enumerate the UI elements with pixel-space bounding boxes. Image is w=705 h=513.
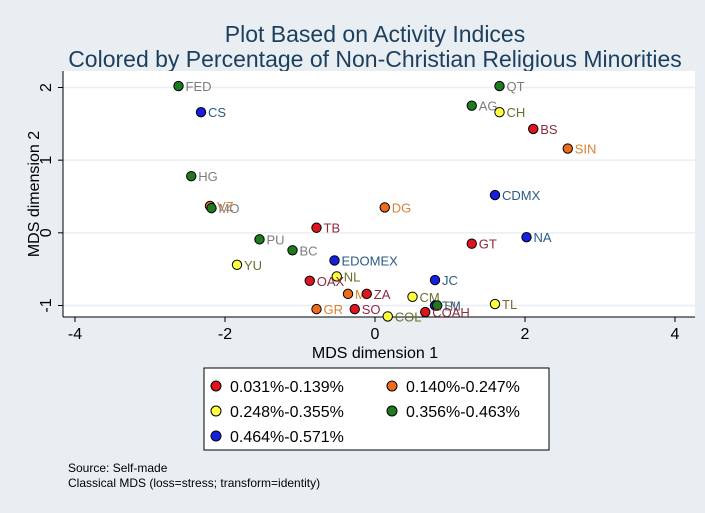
data-point-so bbox=[349, 303, 360, 315]
data-point-mo bbox=[206, 202, 217, 214]
gridlines bbox=[63, 86, 695, 307]
point-label-jc: JC bbox=[442, 273, 458, 288]
point-label-tl: TL bbox=[502, 297, 517, 312]
data-point-edomex bbox=[329, 255, 340, 266]
chart-title-line-2: Colored by Percentage of Non-Christian R… bbox=[68, 46, 682, 72]
data-point-dg bbox=[379, 202, 390, 213]
data-point-coah bbox=[420, 306, 431, 318]
data-point-gr bbox=[311, 303, 322, 315]
legend-label: 0.356%-0.463% bbox=[406, 404, 520, 421]
point-label-tm: TM bbox=[442, 299, 461, 314]
data-point-ag bbox=[466, 100, 477, 111]
point-label-ag: AG bbox=[479, 99, 498, 114]
chart-title-line-1: Plot Based on Activity Indices bbox=[225, 21, 525, 47]
x-tick-label: -4 bbox=[68, 326, 82, 343]
point-label-gr: GR bbox=[324, 302, 344, 317]
data-point-yu bbox=[231, 259, 243, 271]
data-point-jc bbox=[429, 274, 441, 286]
point-label-oax: OAX bbox=[317, 274, 345, 289]
point-label-qt: QT bbox=[507, 79, 525, 94]
point-label-vz: VZ bbox=[217, 199, 234, 214]
data-point-bc bbox=[287, 245, 298, 256]
data-point-za bbox=[361, 288, 372, 300]
point-label-cdmx: CDMX bbox=[502, 188, 541, 203]
data-point-qt bbox=[494, 80, 505, 92]
y-axis-title: MDS dimension 2 bbox=[26, 131, 43, 257]
point-label-cs: CS bbox=[208, 105, 226, 120]
data-point-tb bbox=[311, 222, 322, 233]
axes: -4 -2 0 2 4 -1 0 1 2 bbox=[38, 71, 695, 343]
point-label-bc: BC bbox=[300, 243, 318, 258]
point-label-hg: HG bbox=[198, 169, 218, 184]
point-label-edomex: EDOMEX bbox=[342, 253, 399, 268]
data-point-cm bbox=[407, 291, 418, 302]
legend-label: 0.248%-0.355% bbox=[230, 404, 344, 421]
data-point-pu bbox=[254, 234, 265, 245]
legend-label: 0.464%-0.571% bbox=[230, 429, 344, 446]
legend-label: 0.140%-0.247% bbox=[406, 379, 520, 396]
data-point-na bbox=[521, 231, 532, 243]
y-tick-label: 1 bbox=[38, 156, 55, 165]
point-label-fed: FED bbox=[186, 79, 212, 94]
data-point-sin bbox=[562, 143, 573, 154]
data-point-gt bbox=[466, 238, 477, 249]
legend: 0.031%-0.139% 0.140%-0.247% 0.248%-0.355% 0… bbox=[203, 367, 550, 451]
point-label-dg: DG bbox=[392, 200, 412, 215]
legend-label: 0.031%-0.139% bbox=[230, 379, 344, 396]
x-axis-title: MDS dimension 1 bbox=[312, 345, 438, 362]
plot-region-background bbox=[63, 71, 695, 317]
data-point-cdmx bbox=[489, 189, 501, 201]
legend-marker bbox=[386, 405, 398, 417]
y-tick-label: 0 bbox=[38, 228, 55, 237]
data-point-cs bbox=[195, 107, 207, 118]
point-label-na: NA bbox=[534, 230, 552, 245]
data-point-bs bbox=[528, 123, 539, 135]
x-tick-label: 0 bbox=[371, 326, 380, 343]
legend-box bbox=[203, 367, 550, 451]
data-point-fed bbox=[173, 80, 184, 92]
point-label-so: SO bbox=[362, 302, 381, 317]
point-label-tb: TB bbox=[324, 221, 341, 236]
point-label-za: ZA bbox=[374, 287, 391, 302]
point-label-pu: PU bbox=[267, 232, 285, 247]
legend-marker bbox=[210, 380, 222, 392]
x-tick-label: -2 bbox=[218, 326, 232, 343]
legend-marker bbox=[210, 405, 222, 417]
y-tick-label: 2 bbox=[38, 83, 55, 92]
data-point-col bbox=[382, 311, 393, 322]
data-point-oax bbox=[304, 275, 315, 286]
data-point-sl bbox=[432, 300, 443, 311]
point-label-yu: YU bbox=[244, 258, 262, 273]
point-label-col: COL bbox=[395, 309, 422, 324]
point-label-gt: GT bbox=[479, 237, 497, 252]
point-label-coah: COAH bbox=[432, 305, 470, 320]
data-point-tl bbox=[489, 298, 501, 310]
data-point-nl bbox=[331, 271, 342, 282]
point-label-ch: CH bbox=[507, 105, 526, 120]
data-point-ch bbox=[494, 107, 505, 118]
legend-marker bbox=[386, 380, 398, 392]
point-label-nl: NL bbox=[344, 269, 361, 284]
source-note: Source: Self-made bbox=[68, 461, 168, 475]
x-tick-label: 2 bbox=[521, 326, 530, 343]
point-label-sin: SIN bbox=[575, 142, 597, 157]
point-label-sl: SL bbox=[444, 299, 460, 314]
data-point-hg bbox=[186, 170, 197, 182]
method-note: Classical MDS (loss=stress; transform=id… bbox=[68, 476, 321, 490]
data-point-mi bbox=[342, 288, 354, 300]
legend-marker bbox=[210, 430, 222, 442]
x-tick-label: 4 bbox=[671, 326, 680, 343]
y-tick-label: -1 bbox=[38, 298, 55, 312]
point-label-mo: MO bbox=[219, 201, 240, 216]
point-label-bs: BS bbox=[540, 122, 558, 137]
